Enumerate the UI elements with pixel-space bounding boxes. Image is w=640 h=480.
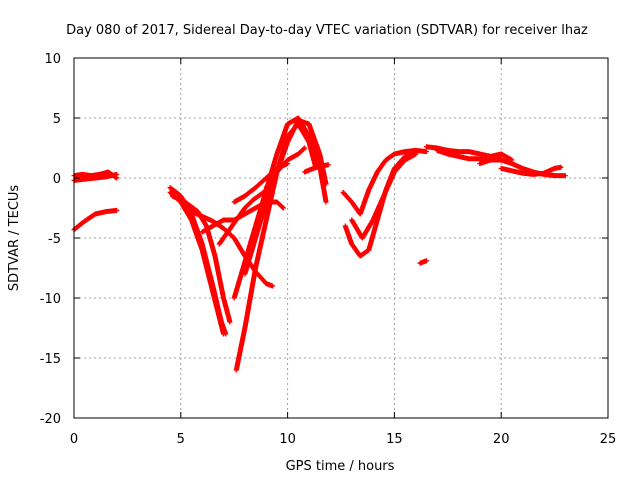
series-markers xyxy=(434,147,515,163)
chart-title: Day 080 of 2017, Sidereal Day-to-day VTE… xyxy=(66,23,588,38)
series-markers xyxy=(263,145,308,191)
y-tick-labels: 10 5 0 -5 -10 -15 -20 xyxy=(40,52,61,427)
series-markers xyxy=(349,151,419,241)
series-track-v xyxy=(498,164,564,177)
x-tick-label: 25 xyxy=(600,432,617,447)
series-track-m xyxy=(263,145,308,191)
y-tick-label: -20 xyxy=(40,412,61,427)
y-tick-label: -10 xyxy=(40,292,61,307)
series-track-o xyxy=(340,147,429,217)
y-tick-label: 10 xyxy=(44,52,61,67)
x-tick-label: 20 xyxy=(493,432,510,447)
grid-lines xyxy=(74,58,608,418)
x-tick-label: 10 xyxy=(279,432,296,447)
series-markers xyxy=(498,164,564,177)
x-tick-label: 0 xyxy=(70,432,78,447)
x-tick-labels: 0 5 10 15 20 25 xyxy=(70,432,616,447)
series-track-k xyxy=(216,187,269,247)
series-track-r xyxy=(417,258,429,266)
series-track-t xyxy=(434,147,515,163)
y-tick-label: 5 xyxy=(53,112,61,127)
y-tick-label: -15 xyxy=(40,352,61,367)
series-track-q xyxy=(349,151,419,241)
x-tick-label: 5 xyxy=(177,432,185,447)
series-markers xyxy=(340,147,429,217)
x-tick-label: 15 xyxy=(386,432,403,447)
series-track-i xyxy=(189,209,276,289)
axis-ticks xyxy=(73,57,609,419)
series-markers xyxy=(417,258,429,266)
y-axis-label: SDTVAR / TECUs xyxy=(7,185,22,292)
series-track-n xyxy=(302,162,331,175)
series-markers xyxy=(216,187,269,247)
data-points xyxy=(71,115,568,373)
y-tick-label: 0 xyxy=(53,172,61,187)
series-markers xyxy=(302,162,331,175)
series-markers xyxy=(189,209,276,289)
x-axis-label: GPS time / hours xyxy=(286,459,395,474)
y-tick-label: -5 xyxy=(48,232,61,247)
